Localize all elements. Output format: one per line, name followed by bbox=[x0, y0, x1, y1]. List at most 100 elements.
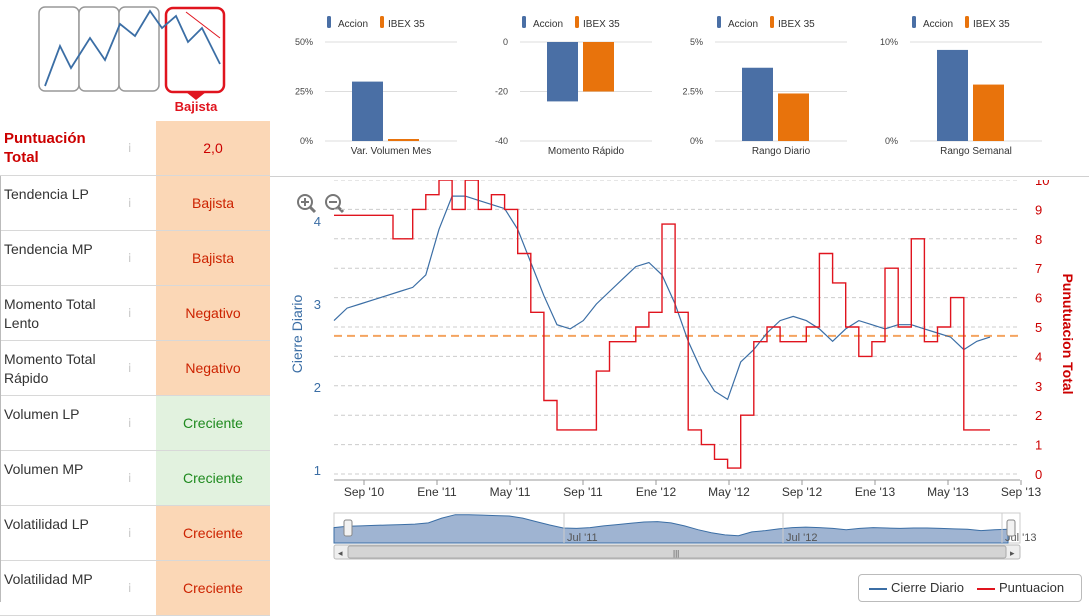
bar-legend: Accion IBEX 35 bbox=[717, 16, 815, 30]
navigator: Jul '11 Jul '12 Jul '13 bbox=[333, 512, 1036, 544]
score-value: Negativo bbox=[156, 286, 270, 340]
x-tick-label: Sep '11 bbox=[563, 485, 603, 499]
score-row: Volatilidad MP ⅰ Creciente bbox=[0, 561, 270, 616]
legend-accion-swatch bbox=[522, 16, 526, 28]
score-label: Volatilidad MP bbox=[4, 571, 93, 587]
y2-tick-label: 6 bbox=[1035, 291, 1042, 306]
legend-accion-swatch bbox=[327, 16, 331, 28]
legend-accion-label: Accion bbox=[923, 19, 953, 30]
scroll-left-icon: ◂ bbox=[338, 548, 343, 558]
legend-ibex-swatch bbox=[965, 16, 969, 28]
y-tick-label: 0% bbox=[690, 136, 703, 146]
score-label: Volumen MP bbox=[4, 461, 84, 477]
score-row: Volumen LP ⅰ Creciente bbox=[0, 396, 270, 451]
x-tick-label: Ene '11 bbox=[417, 485, 457, 499]
series-puntuacion-line bbox=[334, 180, 990, 469]
navigator-area bbox=[333, 514, 1009, 544]
main-line-chart: 0 1 2 3 4 5 6 7 8 9 10 1 2 3 4 Cierre Diario Punutuacion… bbox=[289, 180, 1076, 560]
score-value: Bajista bbox=[156, 231, 270, 285]
y2-tick-label: 7 bbox=[1035, 261, 1042, 276]
chart-legend: Cierre Diario Puntuacion bbox=[858, 574, 1082, 602]
info-icon[interactable]: ⅰ bbox=[128, 471, 132, 485]
score-row: Momento Total Lento ⅰ Negativo bbox=[0, 286, 270, 341]
bar-chart-title: Momento Rápido bbox=[548, 146, 625, 157]
y-tick-label: 10% bbox=[880, 37, 898, 47]
info-icon[interactable]: ⅰ bbox=[128, 306, 132, 320]
score-row: Momento Total Rápido ⅰ Negativo bbox=[0, 341, 270, 396]
score-label: Volatilidad LP bbox=[4, 516, 89, 532]
y-tick-label: 3 bbox=[314, 297, 321, 312]
score-value: Creciente bbox=[156, 561, 270, 615]
legend-accion-label: Accion bbox=[728, 19, 758, 30]
legend-cierre[interactable]: Cierre Diario bbox=[869, 580, 964, 595]
score-row: Volumen MP ⅰ Creciente bbox=[0, 451, 270, 506]
bar-chart: Accion IBEX 35 0% 10% Rango Semanal bbox=[880, 16, 1042, 157]
score-row: Volatilidad LP ⅰ Creciente bbox=[0, 506, 270, 561]
info-icon[interactable]: ⅰ bbox=[128, 141, 132, 155]
y-tick-label: 25% bbox=[295, 87, 313, 97]
bar-accion bbox=[547, 42, 578, 102]
legend-ibex-label: IBEX 35 bbox=[388, 19, 425, 30]
y-tick-label: 2 bbox=[314, 380, 321, 395]
legend-accion-swatch bbox=[717, 16, 721, 28]
score-label: Tendencia LP bbox=[4, 186, 89, 202]
navigator-handle-right[interactable] bbox=[1006, 519, 1016, 537]
bar-chart-title: Var. Volumen Mes bbox=[351, 146, 431, 157]
x-tick-label: Ene '12 bbox=[636, 485, 677, 499]
trend-label: Bajista bbox=[175, 99, 218, 114]
x-tick-label: Sep '13 bbox=[1001, 485, 1042, 499]
x-tick-label: Sep '12 bbox=[782, 485, 823, 499]
bar-legend: Accion IBEX 35 bbox=[522, 16, 620, 30]
legend-puntuacion[interactable]: Puntuacion bbox=[977, 580, 1064, 595]
x-tick-label: May '12 bbox=[708, 485, 750, 499]
x-tick-label: May '13 bbox=[927, 485, 969, 499]
info-icon[interactable]: ⅰ bbox=[128, 526, 132, 540]
bar-chart-title: Rango Semanal bbox=[940, 146, 1012, 157]
y2-tick-label: 8 bbox=[1035, 232, 1042, 247]
legend-accion-swatch bbox=[912, 16, 916, 28]
score-row: Puntuación Total ⅰ 2,0 bbox=[0, 121, 270, 176]
legend-ibex-swatch bbox=[575, 16, 579, 28]
y2-tick-label: 2 bbox=[1035, 408, 1042, 423]
trend-widget: Bajista bbox=[38, 6, 226, 114]
y-tick-label: -40 bbox=[495, 136, 508, 146]
x-tick-label: Sep '10 bbox=[344, 485, 385, 499]
score-value: Creciente bbox=[156, 506, 270, 560]
y-tick-label: 1 bbox=[314, 463, 321, 478]
bar-ibex bbox=[388, 139, 419, 141]
score-value: Negativo bbox=[156, 341, 270, 395]
zoom-out-icon[interactable] bbox=[325, 194, 345, 214]
bar-ibex bbox=[583, 42, 614, 92]
y2-tick-label: 10 bbox=[1035, 180, 1049, 188]
y-tick-label: 5% bbox=[690, 37, 703, 47]
info-icon[interactable]: ⅰ bbox=[128, 196, 132, 210]
y-tick-label: 4 bbox=[314, 214, 321, 229]
legend-ibex-swatch bbox=[380, 16, 384, 28]
scroll-right-icon: ▸ bbox=[1010, 548, 1015, 558]
legend-accion-label: Accion bbox=[533, 19, 563, 30]
navigator-label: Jul '11 bbox=[567, 532, 598, 544]
bar-accion bbox=[742, 67, 773, 141]
info-icon[interactable]: ⅰ bbox=[128, 251, 132, 265]
legend-ibex-label: IBEX 35 bbox=[583, 19, 620, 30]
score-row: Tendencia LP ⅰ Bajista bbox=[0, 176, 270, 231]
navigator-handle-left[interactable] bbox=[343, 519, 353, 537]
scrollbar[interactable]: ◂ ▸ ||| bbox=[333, 544, 1021, 560]
bar-chart: Accion IBEX 35 0% 2.5% 5% Rango Diario bbox=[682, 16, 847, 157]
score-label: Volumen LP bbox=[4, 406, 80, 422]
divider bbox=[270, 176, 1089, 177]
y-tick-label: -20 bbox=[495, 87, 508, 97]
bar-ibex bbox=[778, 93, 809, 141]
info-icon[interactable]: ⅰ bbox=[128, 581, 132, 595]
info-icon[interactable]: ⅰ bbox=[128, 416, 132, 430]
y2-tick-label: 5 bbox=[1035, 320, 1042, 335]
bar-ibex bbox=[973, 84, 1004, 141]
bar-legend: Accion IBEX 35 bbox=[912, 16, 1010, 30]
y-tick-label: 0% bbox=[885, 136, 898, 146]
legend-ibex-swatch bbox=[770, 16, 774, 28]
info-icon[interactable]: ⅰ bbox=[128, 361, 132, 375]
x-tick-label: Ene '13 bbox=[855, 485, 896, 499]
zoom-in-icon[interactable] bbox=[297, 194, 317, 214]
legend-accion-label: Accion bbox=[338, 19, 368, 30]
scrollbar-thumb bbox=[347, 545, 1007, 559]
